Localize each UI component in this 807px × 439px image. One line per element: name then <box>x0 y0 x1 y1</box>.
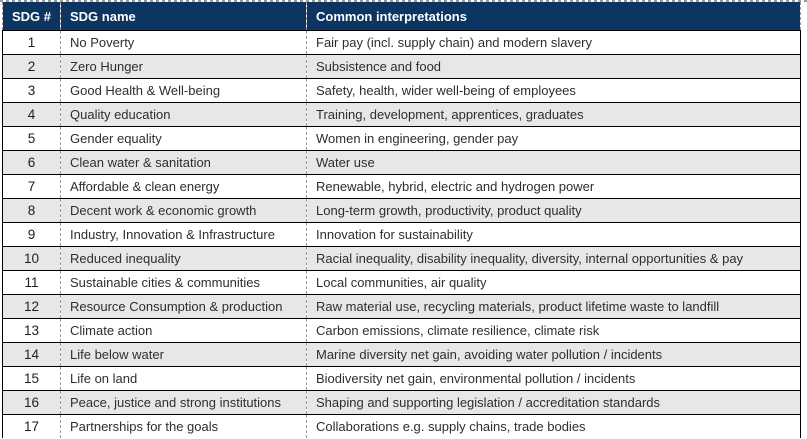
cell-common-interpretation: Training, development, apprentices, grad… <box>306 102 801 127</box>
cell-sdg-number: 7 <box>2 174 61 199</box>
table-row: 17 Partnerships for the goals Collaboratio… <box>2 414 801 438</box>
cell-common-interpretation: Racial inequality, disability inequality… <box>306 246 801 271</box>
table-row: 16 Peace, justice and strong institutions… <box>2 390 801 415</box>
table-row: 13 Climate action Carbon emissions, climat… <box>2 318 801 343</box>
cell-sdg-name: Partnerships for the goals <box>60 414 307 438</box>
cell-sdg-number: 10 <box>2 246 61 271</box>
table-row: 9 Industry, Innovation & Infrastructure In… <box>2 222 801 247</box>
table-header: SDG # SDG name Common interpretations <box>2 2 801 31</box>
cell-sdg-number: 17 <box>2 414 61 438</box>
table-row: 1 No Poverty Fair pay (incl. supply chain)… <box>2 30 801 55</box>
cell-sdg-number: 16 <box>2 390 61 415</box>
cell-common-interpretation: Subsistence and food <box>306 54 801 79</box>
cell-common-interpretation: Fair pay (incl. supply chain) and modern… <box>306 30 801 55</box>
table-row: 7 Affordable & clean energy Renewable, hyb… <box>2 174 801 199</box>
cell-sdg-number: 5 <box>2 126 61 151</box>
cell-sdg-number: 3 <box>2 78 61 103</box>
cell-sdg-name: Good Health & Well-being <box>60 78 307 103</box>
cell-common-interpretation: Long-term growth, productivity, product … <box>306 198 801 223</box>
column-header-common-interpretations: Common interpretations <box>306 2 801 31</box>
table-row: 15 Life on land Biodiversity net gain, env… <box>2 366 801 391</box>
cell-common-interpretation: Local communities, air quality <box>306 270 801 295</box>
table-row: 2 Zero Hunger Subsistence and food <box>2 54 801 79</box>
table-row: 6 Clean water & sanitation Water use <box>2 150 801 175</box>
table-row: 4 Quality education Training, development,… <box>2 102 801 127</box>
table-row: 14 Life below water Marine diversity net g… <box>2 342 801 367</box>
cell-sdg-name: Climate action <box>60 318 307 343</box>
cell-sdg-name: Sustainable cities & communities <box>60 270 307 295</box>
cell-sdg-number: 14 <box>2 342 61 367</box>
cell-common-interpretation: Raw material use, recycling materials, p… <box>306 294 801 319</box>
cell-sdg-name: Clean water & sanitation <box>60 150 307 175</box>
cell-common-interpretation: Biodiversity net gain, environmental pol… <box>306 366 801 391</box>
cell-common-interpretation: Innovation for sustainability <box>306 222 801 247</box>
table-row: 10 Reduced inequality Racial inequality, d… <box>2 246 801 271</box>
cell-common-interpretation: Marine diversity net gain, avoiding wate… <box>306 342 801 367</box>
cell-sdg-name: Peace, justice and strong institutions <box>60 390 307 415</box>
table-header-row: SDG # SDG name Common interpretations <box>2 2 801 31</box>
cell-sdg-number: 8 <box>2 198 61 223</box>
column-header-sdg-number: SDG # <box>2 2 61 31</box>
cell-sdg-name: No Poverty <box>60 30 307 55</box>
cell-sdg-number: 6 <box>2 150 61 175</box>
cell-sdg-name: Resource Consumption & production <box>60 294 307 319</box>
table-row: 11 Sustainable cities & communities Local … <box>2 270 801 295</box>
cell-sdg-name: Reduced inequality <box>60 246 307 271</box>
cell-common-interpretation: Water use <box>306 150 801 175</box>
page-top-dashed-divider <box>0 0 807 2</box>
cell-common-interpretation: Carbon emissions, climate resilience, cl… <box>306 318 801 343</box>
cell-sdg-name: Gender equality <box>60 126 307 151</box>
cell-common-interpretation: Renewable, hybrid, electric and hydrogen… <box>306 174 801 199</box>
table-row: 8 Decent work & economic growth Long-term … <box>2 198 801 223</box>
cell-sdg-name: Affordable & clean energy <box>60 174 307 199</box>
table-row: 12 Resource Consumption & production Raw m… <box>2 294 801 319</box>
cell-sdg-number: 12 <box>2 294 61 319</box>
cell-sdg-number: 2 <box>2 54 61 79</box>
cell-sdg-name: Quality education <box>60 102 307 127</box>
cell-common-interpretation: Safety, health, wider well-being of empl… <box>306 78 801 103</box>
cell-sdg-number: 13 <box>2 318 61 343</box>
cell-sdg-number: 11 <box>2 270 61 295</box>
cell-common-interpretation: Women in engineering, gender pay <box>306 126 801 151</box>
table-row: 5 Gender equality Women in engineering, ge… <box>2 126 801 151</box>
table-body: 1 No Poverty Fair pay (incl. supply chain)… <box>2 30 801 438</box>
cell-sdg-name: Decent work & economic growth <box>60 198 307 223</box>
table-row: 3 Good Health & Well-being Safety, health,… <box>2 78 801 103</box>
cell-sdg-name: Life on land <box>60 366 307 391</box>
cell-sdg-name: Industry, Innovation & Infrastructure <box>60 222 307 247</box>
cell-common-interpretation: Shaping and supporting legislation / acc… <box>306 390 801 415</box>
cell-sdg-name: Life below water <box>60 342 307 367</box>
cell-sdg-number: 15 <box>2 366 61 391</box>
cell-sdg-number: 1 <box>2 30 61 55</box>
cell-sdg-number: 4 <box>2 102 61 127</box>
cell-sdg-name: Zero Hunger <box>60 54 307 79</box>
column-header-sdg-name: SDG name <box>60 2 307 31</box>
cell-common-interpretation: Collaborations e.g. supply chains, trade… <box>306 414 801 438</box>
cell-sdg-number: 9 <box>2 222 61 247</box>
